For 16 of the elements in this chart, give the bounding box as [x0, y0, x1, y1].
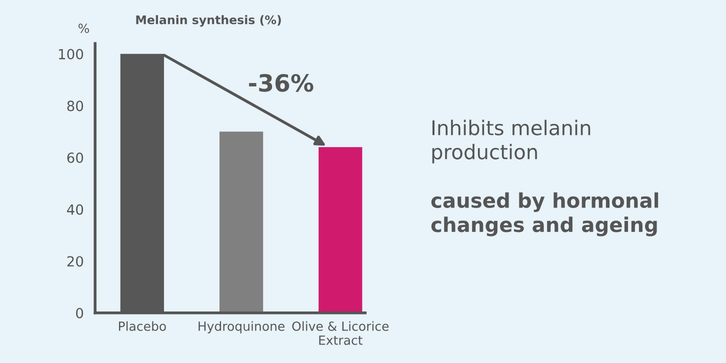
text: Inhibits melanin production [432, 120, 590, 164]
y-axis-title: % [78, 24, 90, 34]
y-tick-label: 100 [59, 48, 84, 60]
x-tick-label: Placebo [119, 321, 166, 331]
y-tick-label: 40 [67, 204, 84, 215]
annotation: -36% [249, 74, 314, 92]
y-tick-label: 20 [67, 256, 84, 267]
y-tick-label: 60 [67, 152, 84, 163]
y-tick-label: 80 [67, 100, 84, 112]
x-tick-label: Olive & Licorice Extract [292, 321, 389, 345]
bar [219, 132, 264, 313]
x-tick-label: Hydroquinone [198, 321, 284, 334]
chart-title: Melanin synthesis (%) [136, 15, 281, 27]
y-tick-label: 0 [76, 308, 84, 318]
bar [318, 147, 362, 313]
text: caused by hormonal changes and ageing [431, 192, 658, 236]
